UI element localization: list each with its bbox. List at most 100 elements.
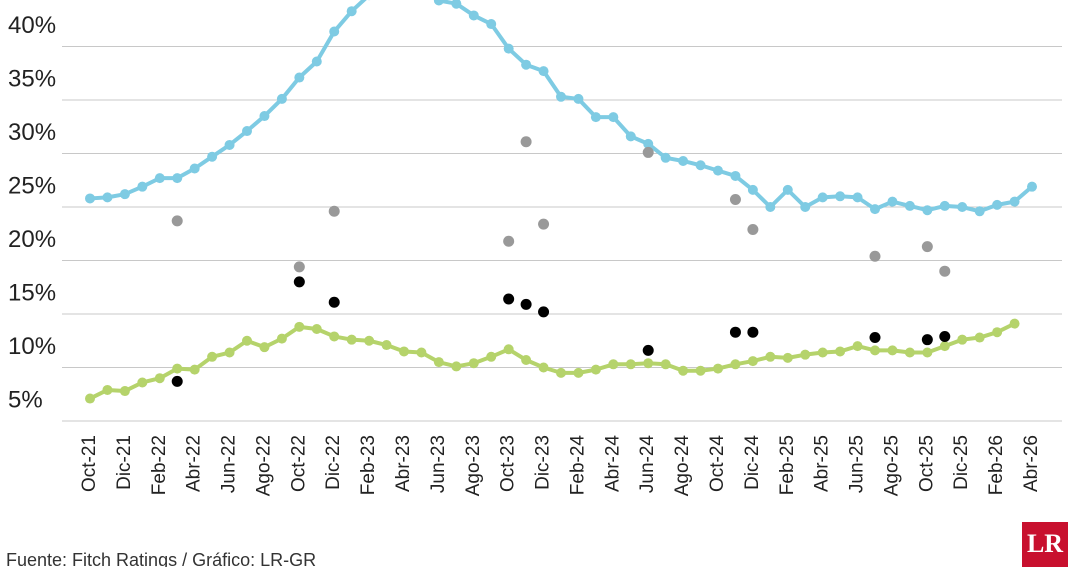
dot: [729, 194, 741, 206]
series-point: [887, 196, 898, 207]
series-point: [608, 359, 619, 370]
series-point: [730, 170, 741, 181]
series-point: [154, 173, 165, 184]
series-point: [503, 43, 514, 54]
series-point: [381, 340, 392, 351]
series-point: [346, 334, 357, 345]
dot: [747, 223, 759, 235]
series-point: [451, 0, 462, 9]
y-tick-label: 25%: [8, 172, 56, 199]
series-point: [311, 56, 322, 67]
series-point: [468, 358, 479, 369]
series-point: [85, 393, 95, 404]
y-tick-label: 15%: [8, 279, 56, 306]
series-point: [852, 192, 863, 203]
dot: [869, 332, 881, 344]
series-point: [573, 93, 584, 104]
series-line: [89, 0, 1034, 214]
series-point: [329, 26, 340, 37]
x-tick-label: Abr-22: [184, 435, 205, 492]
series-point: [747, 184, 758, 195]
series-point: [747, 356, 758, 367]
series-point: [957, 334, 968, 345]
x-tick-label: Abr-25: [812, 435, 833, 492]
series-point: [276, 93, 287, 104]
series-point: [556, 367, 566, 378]
x-tick-label: Jun-25: [847, 435, 868, 493]
x-tick-label: Abr-24: [602, 435, 623, 492]
series-point: [660, 359, 671, 370]
x-tick-label: Feb-24: [567, 435, 588, 496]
series-point: [311, 323, 322, 334]
series-point: [974, 206, 985, 217]
series-point: [538, 362, 549, 373]
series-point: [678, 155, 689, 166]
x-tick-label: Ago-25: [881, 435, 902, 496]
dot: [328, 296, 340, 308]
series-point: [503, 344, 514, 355]
series-point: [102, 384, 113, 395]
y-tick-label: 35%: [8, 65, 56, 92]
series-point: [364, 335, 375, 346]
dot: [729, 326, 741, 338]
series-point: [329, 331, 340, 342]
series-point: [119, 386, 130, 397]
dot: [293, 276, 305, 288]
series-point: [800, 202, 811, 212]
dot: [939, 265, 951, 277]
dot: [171, 375, 183, 387]
series-point: [433, 357, 444, 368]
series-point: [590, 364, 601, 375]
x-tick-label: Feb-23: [358, 435, 379, 495]
y-tick-label: 10%: [8, 333, 56, 360]
series-point: [242, 126, 252, 137]
series-point: [207, 351, 218, 362]
series-point: [678, 365, 689, 376]
x-tick-label: Dic-25: [951, 435, 972, 490]
series-point: [835, 191, 846, 202]
y-tick-label: 20%: [8, 226, 56, 253]
series-point: [660, 152, 671, 163]
dot: [520, 136, 532, 148]
series-point: [1027, 181, 1037, 192]
series-point: [224, 347, 235, 358]
x-tick-label: Jun-23: [428, 435, 449, 493]
series-point: [242, 335, 252, 346]
series-point: [625, 131, 636, 142]
series-point: [939, 200, 950, 211]
series-point: [538, 66, 549, 77]
series-point: [102, 192, 113, 203]
series-point: [1009, 318, 1020, 329]
dot: [642, 146, 654, 158]
dot: [538, 218, 550, 230]
series-point: [294, 72, 305, 83]
x-tick-label: Abr-23: [393, 435, 414, 492]
series-point: [643, 358, 654, 369]
series-point: [835, 346, 846, 357]
dot: [921, 334, 933, 346]
series-point: [172, 173, 183, 184]
series-point: [276, 333, 287, 344]
x-tick-label: Oct-25: [916, 435, 937, 492]
x-tick-label: Oct-21: [79, 435, 100, 492]
x-tick-label: Feb-25: [777, 435, 798, 495]
series-point: [137, 181, 148, 192]
series-point: [887, 345, 898, 356]
x-tick-label: Jun-22: [219, 435, 240, 493]
x-tick-label: Ago-24: [672, 435, 693, 497]
x-tick-label: Oct-24: [707, 435, 728, 492]
series-point: [713, 165, 723, 176]
series-point: [172, 363, 183, 374]
series-point: [992, 199, 1003, 210]
series-point: [765, 351, 776, 362]
series-point: [189, 163, 200, 174]
series-point: [154, 373, 165, 384]
series-point: [468, 10, 479, 21]
series-point: [451, 361, 462, 372]
series-point: [922, 347, 933, 358]
dot: [642, 344, 654, 356]
x-tick-label: Feb-22: [149, 435, 170, 495]
series-point: [346, 6, 357, 17]
series-point: [416, 347, 427, 358]
series-point: [294, 321, 305, 332]
